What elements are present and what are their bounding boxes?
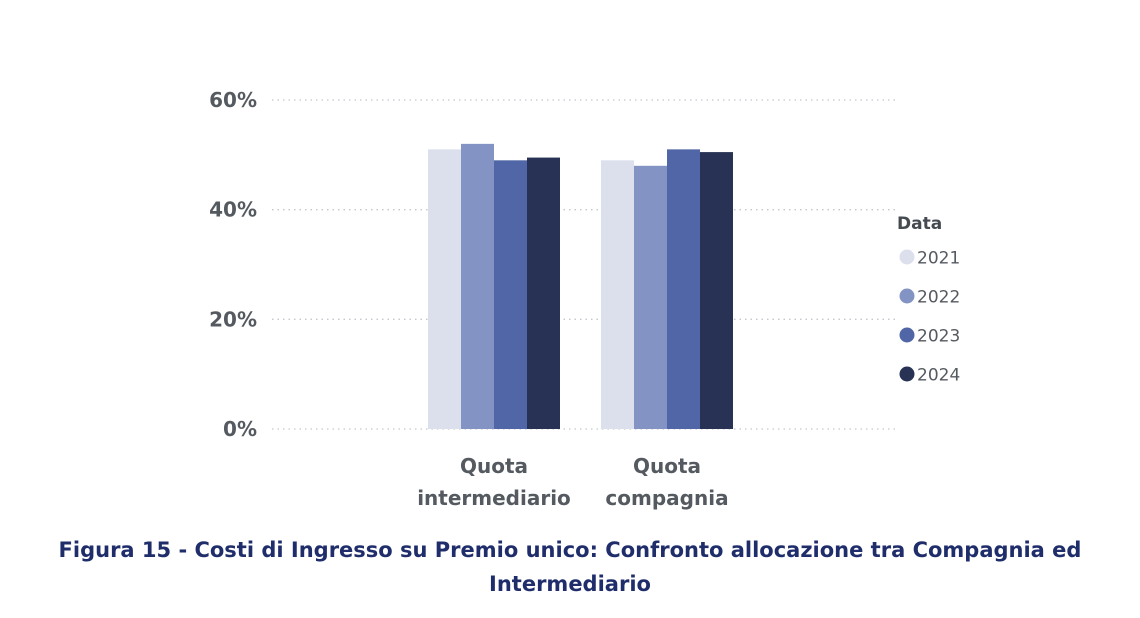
y-tick-label: 60% xyxy=(209,88,257,112)
bar-2021-compagnia xyxy=(601,160,634,430)
y-tick-label: 0% xyxy=(223,417,257,441)
legend-marker-2024 xyxy=(899,366,915,382)
bar-2022-intermediario xyxy=(461,143,494,429)
legend-label-2022: 2022 xyxy=(917,288,960,308)
legend-label-2021: 2021 xyxy=(917,249,960,269)
figure-caption: Figura 15 - Costi di Ingresso su Premio … xyxy=(20,533,1120,601)
bar-chart: 0% 20% 40% 60% Quota intermediario Quota compa… xyxy=(209,88,960,510)
legend-marker-2022 xyxy=(899,288,915,304)
bar-2021-intermediario xyxy=(428,149,461,429)
legend-label-2023: 2023 xyxy=(917,327,960,347)
gridlines xyxy=(272,99,898,430)
bar-2023-compagnia xyxy=(667,149,700,429)
legend-label-2024: 2024 xyxy=(917,366,960,386)
legend: Data 2021 2022 2023 2024 xyxy=(897,214,960,386)
legend-marker-2021 xyxy=(899,249,915,265)
caption-line-1: Figura 15 - Costi di Ingresso su Premio … xyxy=(58,538,1082,562)
legend-title: Data xyxy=(897,214,942,234)
bar-2024-compagnia xyxy=(700,152,733,429)
y-tick-label: 40% xyxy=(209,198,257,222)
x-category-label: Quota compagnia xyxy=(605,454,728,510)
bar-2022-compagnia xyxy=(634,165,667,430)
legend-marker-2023 xyxy=(899,327,915,343)
bar-2024-intermediario xyxy=(527,157,560,429)
y-tick-label: 20% xyxy=(209,307,257,331)
caption-line-2: Intermediario xyxy=(489,572,651,596)
x-axis-labels: Quota intermediario Quota compagnia xyxy=(417,454,728,510)
bars xyxy=(428,143,733,430)
x-category-label: Quota intermediario xyxy=(417,454,571,510)
bar-2023-intermediario xyxy=(494,160,527,430)
y-axis-ticks: 0% 20% 40% 60% xyxy=(209,88,257,441)
